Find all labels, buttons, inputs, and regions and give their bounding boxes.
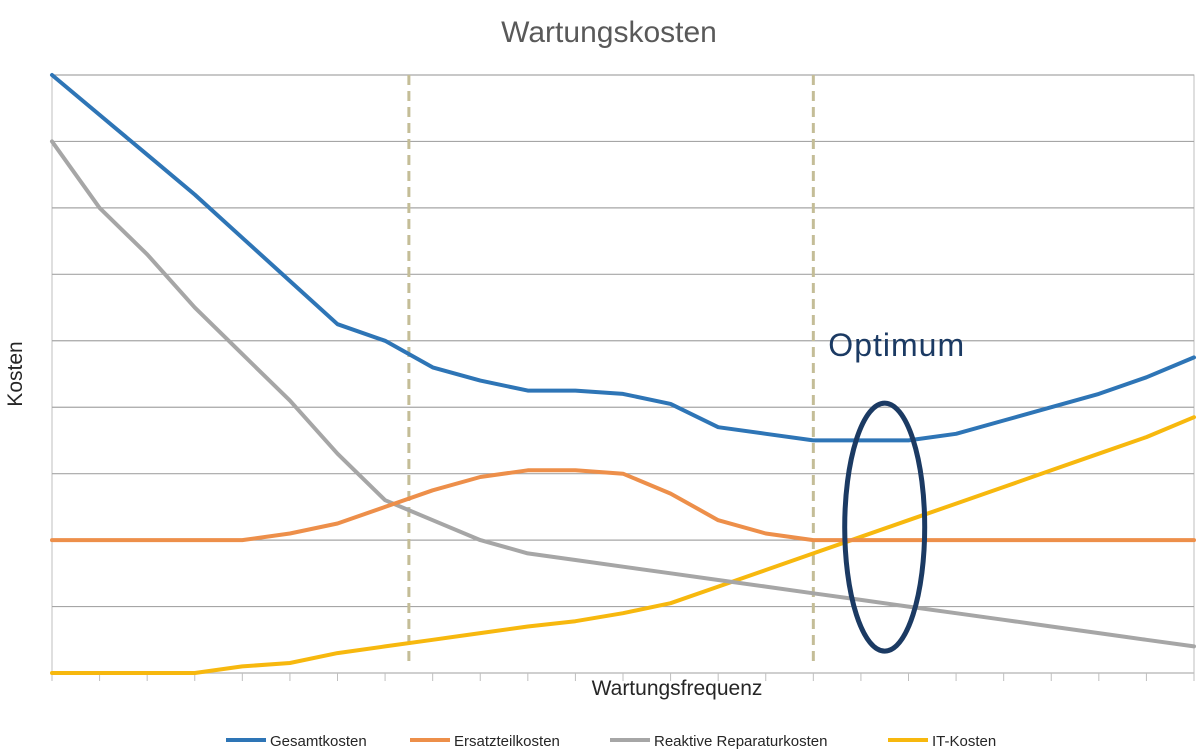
reference-lines (407, 75, 815, 665)
series-line-gesamtkosten (50, 73, 1196, 443)
legend-label: Ersatzteilkosten (454, 733, 560, 750)
series-line-it-kosten (50, 415, 1196, 675)
series-lines (50, 73, 1196, 675)
y-axis-label: Kosten (4, 341, 27, 406)
series-line-ersatzteilkosten (50, 468, 1196, 543)
optimum-label: Optimum (828, 327, 965, 363)
x-axis-label: Wartungsfrequenz (592, 677, 763, 700)
optimum-annotation: Optimum (828, 327, 965, 654)
legend-label: Gesamtkosten (270, 733, 367, 750)
legend-label: Reaktive Reparaturkosten (654, 733, 827, 750)
chart-title: Wartungskosten (501, 16, 717, 49)
plot-area (51, 74, 1195, 674)
legend-label: IT-Kosten (932, 733, 996, 750)
x-axis-ticks (51, 673, 1195, 681)
legend: Gesamtkosten Ersatzteilkosten Reaktive Rep… (226, 733, 996, 750)
series-line-reaktive-reparaturkosten (50, 139, 1196, 649)
optimum-ellipse (842, 400, 928, 654)
